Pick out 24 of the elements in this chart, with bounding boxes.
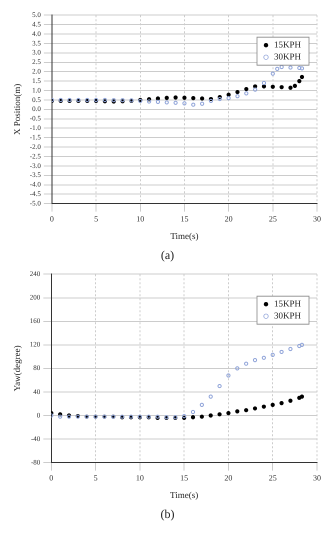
x-tick-label: 0 (50, 214, 54, 224)
x-tick-label: 15 (180, 214, 188, 224)
x-tick-label: 20 (224, 473, 232, 482)
text: (b) (160, 507, 176, 522)
x-tick-label: 20 (224, 214, 233, 224)
x-tick-label: 5 (94, 473, 98, 482)
legend-label: 15KPH (274, 40, 302, 50)
x-tick-label: 0 (49, 473, 54, 482)
x-tick-label: 30 (313, 214, 321, 224)
x-axis-title: Time(s) (170, 230, 199, 241)
x-tick-label: 10 (136, 473, 144, 482)
x-tick-label: 15 (180, 473, 188, 482)
y-axis-title: Yaw(degree) (12, 345, 22, 392)
legend-label: 15KPH (274, 298, 302, 309)
legend-label: 30KPH (274, 310, 302, 321)
legend-label: 30KPH (274, 52, 302, 62)
x-tick-label: 25 (268, 473, 277, 482)
x-tick-label: 25 (268, 214, 277, 224)
x-axis-title: Time(s) (170, 490, 198, 500)
y-axis-title: X Position(m) (12, 84, 22, 136)
x-tick-label: 5 (94, 214, 98, 224)
text: (a) (160, 248, 176, 263)
x-tick-label: 10 (136, 214, 144, 224)
x-tick-label: 30 (313, 473, 321, 482)
